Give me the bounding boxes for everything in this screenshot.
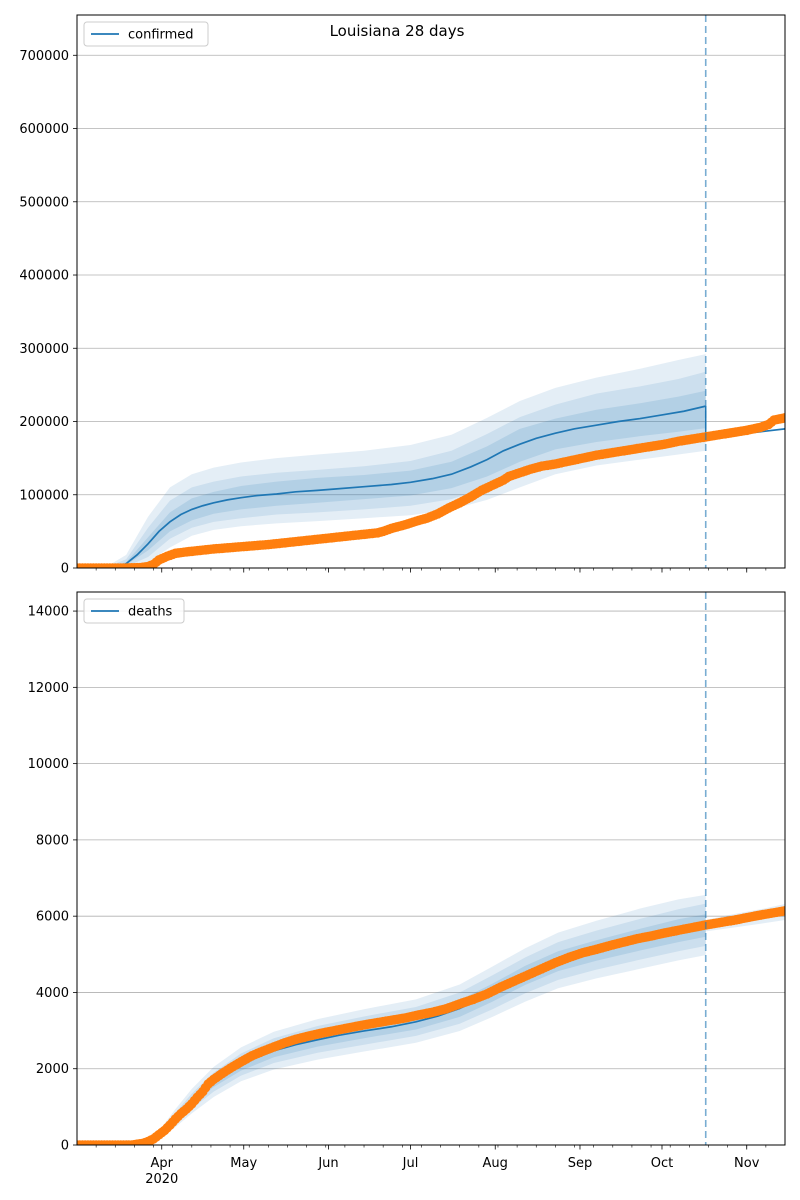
model-median-line: [77, 405, 706, 568]
y-tick-label: 6000: [36, 910, 69, 925]
y-tick-label: 400000: [19, 269, 69, 284]
x-tick-label: Aug: [483, 1156, 508, 1171]
observed-series: [77, 413, 785, 568]
x-tick-label: Jun: [317, 1156, 338, 1171]
y-tick-label: 10000: [28, 757, 69, 772]
legend: confirmed: [83, 21, 209, 47]
y-tick-label: 300000: [19, 342, 69, 357]
y-tick-label: 2000: [36, 1062, 69, 1077]
y-tick-label: 0: [61, 562, 69, 577]
y-tick-label: 100000: [19, 488, 69, 503]
x-tick-label: Jul: [402, 1156, 419, 1171]
y-tick-label: 500000: [19, 195, 69, 210]
axes-frame: [76, 14, 786, 569]
x-tick-label: Nov: [734, 1156, 760, 1171]
x-tick-label: May: [230, 1156, 257, 1171]
x-year-label: 2020: [145, 1172, 178, 1187]
legend-label: confirmed: [128, 28, 194, 43]
observed-point: [780, 906, 785, 916]
legend-label: deaths: [128, 605, 173, 620]
y-tick-label: 0: [61, 1139, 69, 1154]
chart-title: Louisiana 28 days: [330, 22, 465, 40]
uncertainty-band-outer: [77, 354, 706, 568]
y-tick-label: 200000: [19, 415, 69, 430]
legend: deaths: [83, 598, 185, 624]
y-tick-label: 8000: [36, 833, 69, 848]
y-tick-label: 700000: [19, 49, 69, 64]
axes-frame: [76, 591, 786, 1146]
legend-box: [83, 598, 185, 624]
observed-series: [77, 906, 785, 1145]
y-tick-label: 12000: [28, 681, 69, 696]
legend-box: [83, 21, 209, 47]
confirmed-panel: 0 100000 200000 300000 400000 500000 600000 700…: [19, 14, 786, 577]
plot-area: [77, 354, 785, 568]
uncertainty-band-mid: [77, 371, 706, 568]
y-tick-label: 14000: [28, 605, 69, 620]
y-tick-label: 4000: [36, 986, 69, 1001]
observed-point: [780, 413, 785, 423]
x-tick-label: Apr: [150, 1156, 173, 1171]
uncertainty-band-inner: [77, 914, 706, 1145]
x-tick-label: Oct: [651, 1156, 673, 1171]
y-tick-label: 600000: [19, 122, 69, 137]
x-tick-label: Sep: [568, 1156, 593, 1171]
plot-area: [77, 894, 785, 1145]
